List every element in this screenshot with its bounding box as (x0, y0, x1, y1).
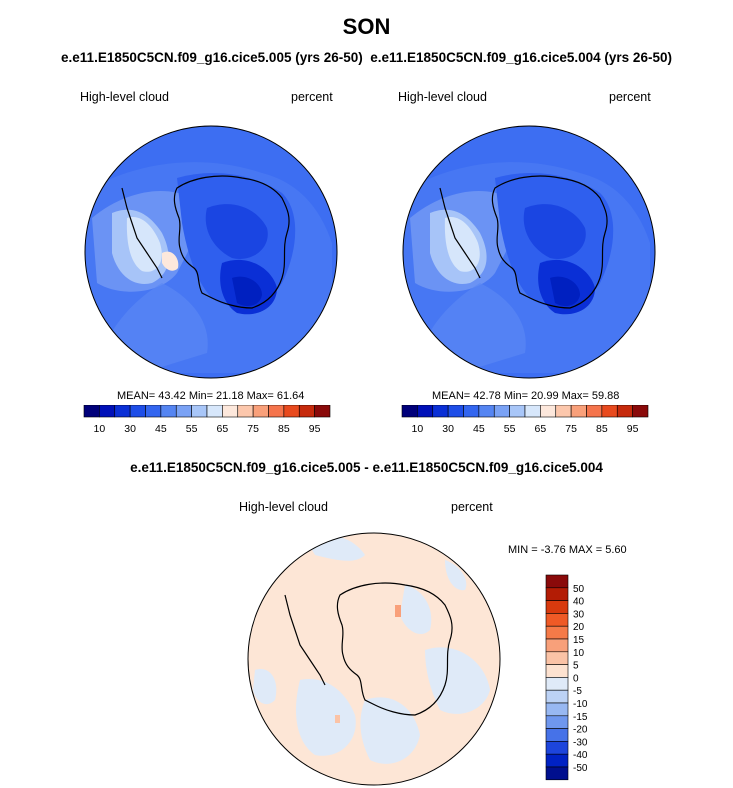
colorbar-tick-label: 45 (155, 423, 167, 435)
colorbar-swatch (545, 613, 569, 627)
colorbar-tick-label: 95 (627, 423, 639, 435)
colorbar-swatch (545, 677, 569, 691)
colorbar-swatch (432, 405, 449, 418)
colorbar-swatch (237, 405, 254, 418)
colorbar-tick-label: 15 (573, 635, 585, 646)
colorbar-swatch (545, 587, 569, 601)
colorbar-swatch (206, 405, 223, 418)
colorbar-swatch (417, 405, 434, 418)
colorbar-tick-label: 85 (596, 423, 608, 435)
colorbar-tick-label: 55 (504, 423, 516, 435)
colorbar-swatch (545, 625, 569, 640)
colorbar-swatch (545, 702, 569, 717)
colorbar-swatch (222, 405, 239, 418)
diff-minmax-stats: MIN = -3.76 MAX = 5.60 (508, 544, 627, 556)
colorbar-swatch (545, 728, 569, 742)
colorbar-swatch (252, 405, 269, 418)
colorbar-swatch (463, 405, 480, 418)
colorbar-tick-label: 20 (573, 622, 585, 633)
colorbar-tick-label: 75 (565, 423, 577, 435)
right-map-stats: MEAN= 42.78 Min= 20.99 Max= 59.88 (432, 390, 620, 402)
colorbar-swatch (268, 405, 285, 418)
colorbar-swatch (283, 405, 300, 418)
right-panel-units-label: percent (609, 90, 651, 104)
colorbar-swatch (545, 689, 569, 704)
colorbar-tick-label: 10 (573, 648, 585, 659)
colorbar-tick-label: -40 (573, 750, 588, 761)
colorbar-swatch (509, 405, 526, 418)
colorbar-swatch (99, 405, 116, 418)
colorbar-tick-label: 30 (442, 423, 454, 435)
colorbar-swatch (555, 405, 572, 418)
colorbar-tick-label: -15 (573, 712, 588, 723)
colorbar-tick-label: 85 (278, 423, 290, 435)
colorbar-tick-label: 95 (309, 423, 321, 435)
colorbar-swatch (570, 405, 587, 418)
colorbar-tick-label: 65 (217, 423, 229, 435)
colorbar-swatch (447, 405, 464, 418)
colorbar-tick-label: 45 (473, 423, 485, 435)
colorbar-tick-label: 75 (247, 423, 259, 435)
colorbar-swatch (314, 405, 331, 418)
colorbar-tick-label: 40 (573, 597, 585, 608)
left-map-high-cloud (84, 125, 338, 379)
diff-panel-variable-label: High-level cloud (239, 500, 328, 514)
page-title: SON (342, 14, 391, 39)
colorbar-tick-label: 10 (94, 423, 106, 435)
colorbar-swatch (545, 638, 569, 653)
right-colorbar: 10 30 45 55 65 75 85 95 (401, 405, 649, 435)
right-map-high-cloud (402, 125, 656, 379)
colorbar-swatch (524, 405, 541, 418)
colorbar-swatch (83, 405, 100, 418)
colorbar-swatch (545, 664, 569, 678)
colorbar-tick-label: -30 (573, 737, 588, 748)
colorbar-tick-label: -20 (573, 725, 588, 736)
colorbar-swatch (540, 405, 557, 418)
left-map-stats: MEAN= 43.42 Min= 21.18 Max= 61.64 (117, 390, 305, 402)
difference-subtitle: e.e11.E1850C5CN.f09_g16.cice5.005 - e.e1… (130, 460, 603, 475)
colorbar-swatch (545, 600, 569, 614)
colorbar-tick-label: 55 (186, 423, 198, 435)
diff-panel-units-label: percent (451, 500, 493, 514)
left-panel-units-label: percent (291, 90, 333, 104)
colorbar-tick-label: 30 (573, 609, 585, 620)
top-case-subtitle: e.e11.E1850C5CN.f09_g16.cice5.005 (yrs 2… (61, 50, 672, 65)
colorbar-swatch (545, 741, 569, 755)
colorbar-swatch (191, 405, 208, 418)
right-panel-variable-label: High-level cloud (398, 90, 487, 104)
colorbar-swatch (145, 405, 162, 418)
colorbar-swatch (114, 405, 131, 418)
colorbar-swatch (545, 766, 569, 781)
colorbar-swatch (632, 405, 649, 418)
colorbar-tick-label: 0 (573, 673, 579, 684)
colorbar-swatch (160, 405, 177, 418)
colorbar-swatch (616, 405, 633, 418)
colorbar-swatch (298, 405, 315, 418)
colorbar-swatch (601, 405, 618, 418)
colorbar-tick-label: 30 (124, 423, 136, 435)
colorbar-tick-label: 65 (535, 423, 547, 435)
colorbar-swatch (401, 405, 418, 418)
left-panel-variable-label: High-level cloud (80, 90, 169, 104)
colorbar-tick-label: -5 (573, 686, 582, 697)
colorbar-swatch (545, 715, 569, 729)
colorbar-swatch (493, 405, 510, 418)
colorbar-tick-label: 50 (573, 584, 585, 595)
colorbar-tick-label: 10 (412, 423, 424, 435)
colorbar-swatch (175, 405, 192, 418)
colorbar-tick-label: -50 (573, 763, 588, 774)
colorbar-swatch (545, 651, 569, 665)
colorbar-tick-label: 5 (573, 661, 579, 672)
colorbar-swatch (545, 753, 569, 768)
colorbar-swatch (478, 405, 495, 418)
difference-map (247, 532, 501, 786)
colorbar-swatch (129, 405, 146, 418)
colorbar-swatch (586, 405, 603, 418)
left-colorbar: 10 30 45 55 65 75 85 95 (83, 405, 331, 435)
colorbar-swatch (545, 574, 569, 589)
colorbar-tick-label: -10 (573, 699, 588, 710)
